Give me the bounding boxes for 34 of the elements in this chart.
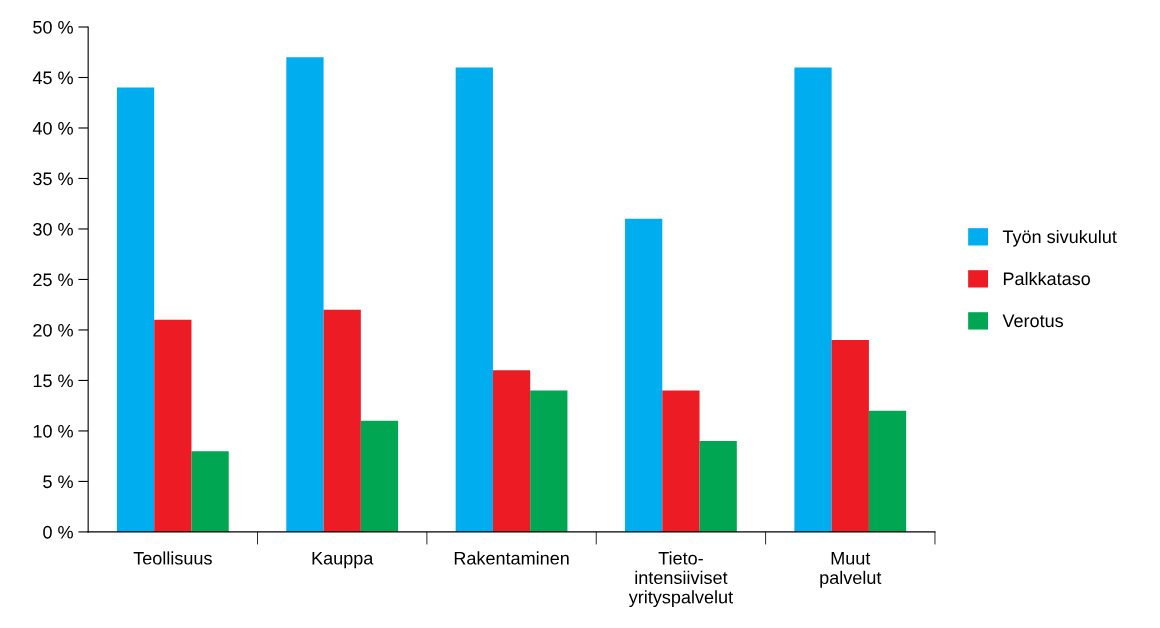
bar (191, 451, 229, 532)
y-tick-label: 15 % (33, 374, 73, 388)
bar (794, 67, 832, 532)
y-tick-label: 35 % (33, 172, 73, 186)
y-tick-label: 45 % (32, 71, 73, 85)
y-tick-label: 30 % (33, 222, 73, 236)
y-tick-label: 20 % (33, 323, 73, 337)
y-tick-label: 25 % (33, 273, 73, 287)
x-tick-label: Kauppa (312, 552, 374, 569)
y-tick-label: 10 % (33, 424, 73, 438)
x-tick-label: Muut palvelut (820, 552, 882, 588)
bar (360, 420, 399, 532)
bar (154, 319, 192, 532)
bar (831, 340, 869, 532)
bar (625, 218, 663, 532)
legend-label: Palkkataso (1003, 271, 1091, 286)
bar (286, 57, 324, 532)
y-tick-label: 40 % (32, 121, 73, 135)
y-tick-label: 0 % (43, 525, 73, 539)
bar (868, 410, 907, 532)
x-tick-label: Teollisuus (133, 551, 212, 565)
y-tick-label: 5 % (43, 475, 73, 489)
legend-label: Työn sivukulut (1002, 229, 1117, 247)
bar (323, 309, 361, 532)
bar (530, 390, 568, 532)
x-tick-label: Rakentaminen (454, 551, 569, 565)
y-tick-label: 50 % (33, 20, 73, 34)
x-tick-label: Tieto- intensiiviset yrityspalvelut (628, 551, 733, 608)
bar (116, 87, 155, 532)
legend-label: Verotus (1002, 314, 1064, 328)
bar (492, 370, 531, 532)
bar (662, 390, 700, 532)
bar (699, 441, 737, 532)
bar (455, 67, 493, 532)
